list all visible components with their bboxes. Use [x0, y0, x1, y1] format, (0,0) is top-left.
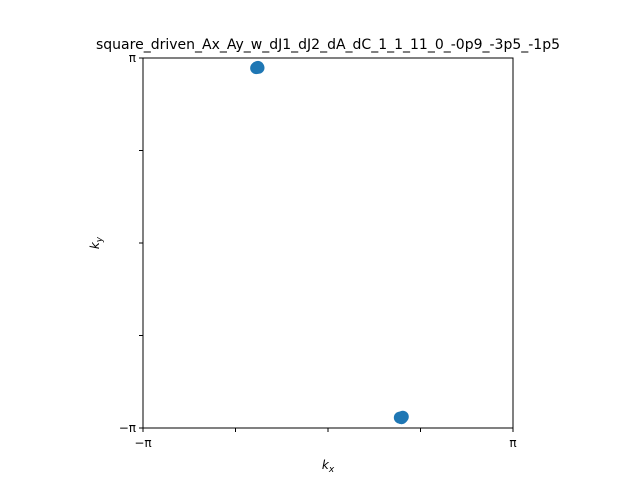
x-axis-ticks: −π π	[134, 428, 517, 450]
data-point-9	[396, 410, 409, 423]
y-tick-label-0: −π	[119, 421, 136, 435]
points-layer	[250, 60, 409, 425]
x-axis-label-base: k	[322, 458, 330, 472]
data-point-4	[252, 61, 265, 74]
y-tick-label-4: π	[129, 51, 136, 65]
y-axis-label-base: k	[88, 241, 102, 249]
chart-title: square_driven_Ax_Ay_w_dJ1_dJ2_dA_dC_1_1_…	[96, 37, 560, 53]
y-axis-label-subscript: y	[95, 236, 105, 243]
x-tick-label-0: −π	[134, 436, 151, 450]
x-axis-label: kx	[322, 458, 335, 475]
x-axis-label-subscript: x	[328, 465, 335, 475]
plot-frame	[142, 57, 514, 429]
y-axis-label: ky	[88, 236, 105, 249]
y-axis-ticks: −π π	[119, 51, 143, 435]
x-tick-label-4: π	[509, 436, 516, 450]
